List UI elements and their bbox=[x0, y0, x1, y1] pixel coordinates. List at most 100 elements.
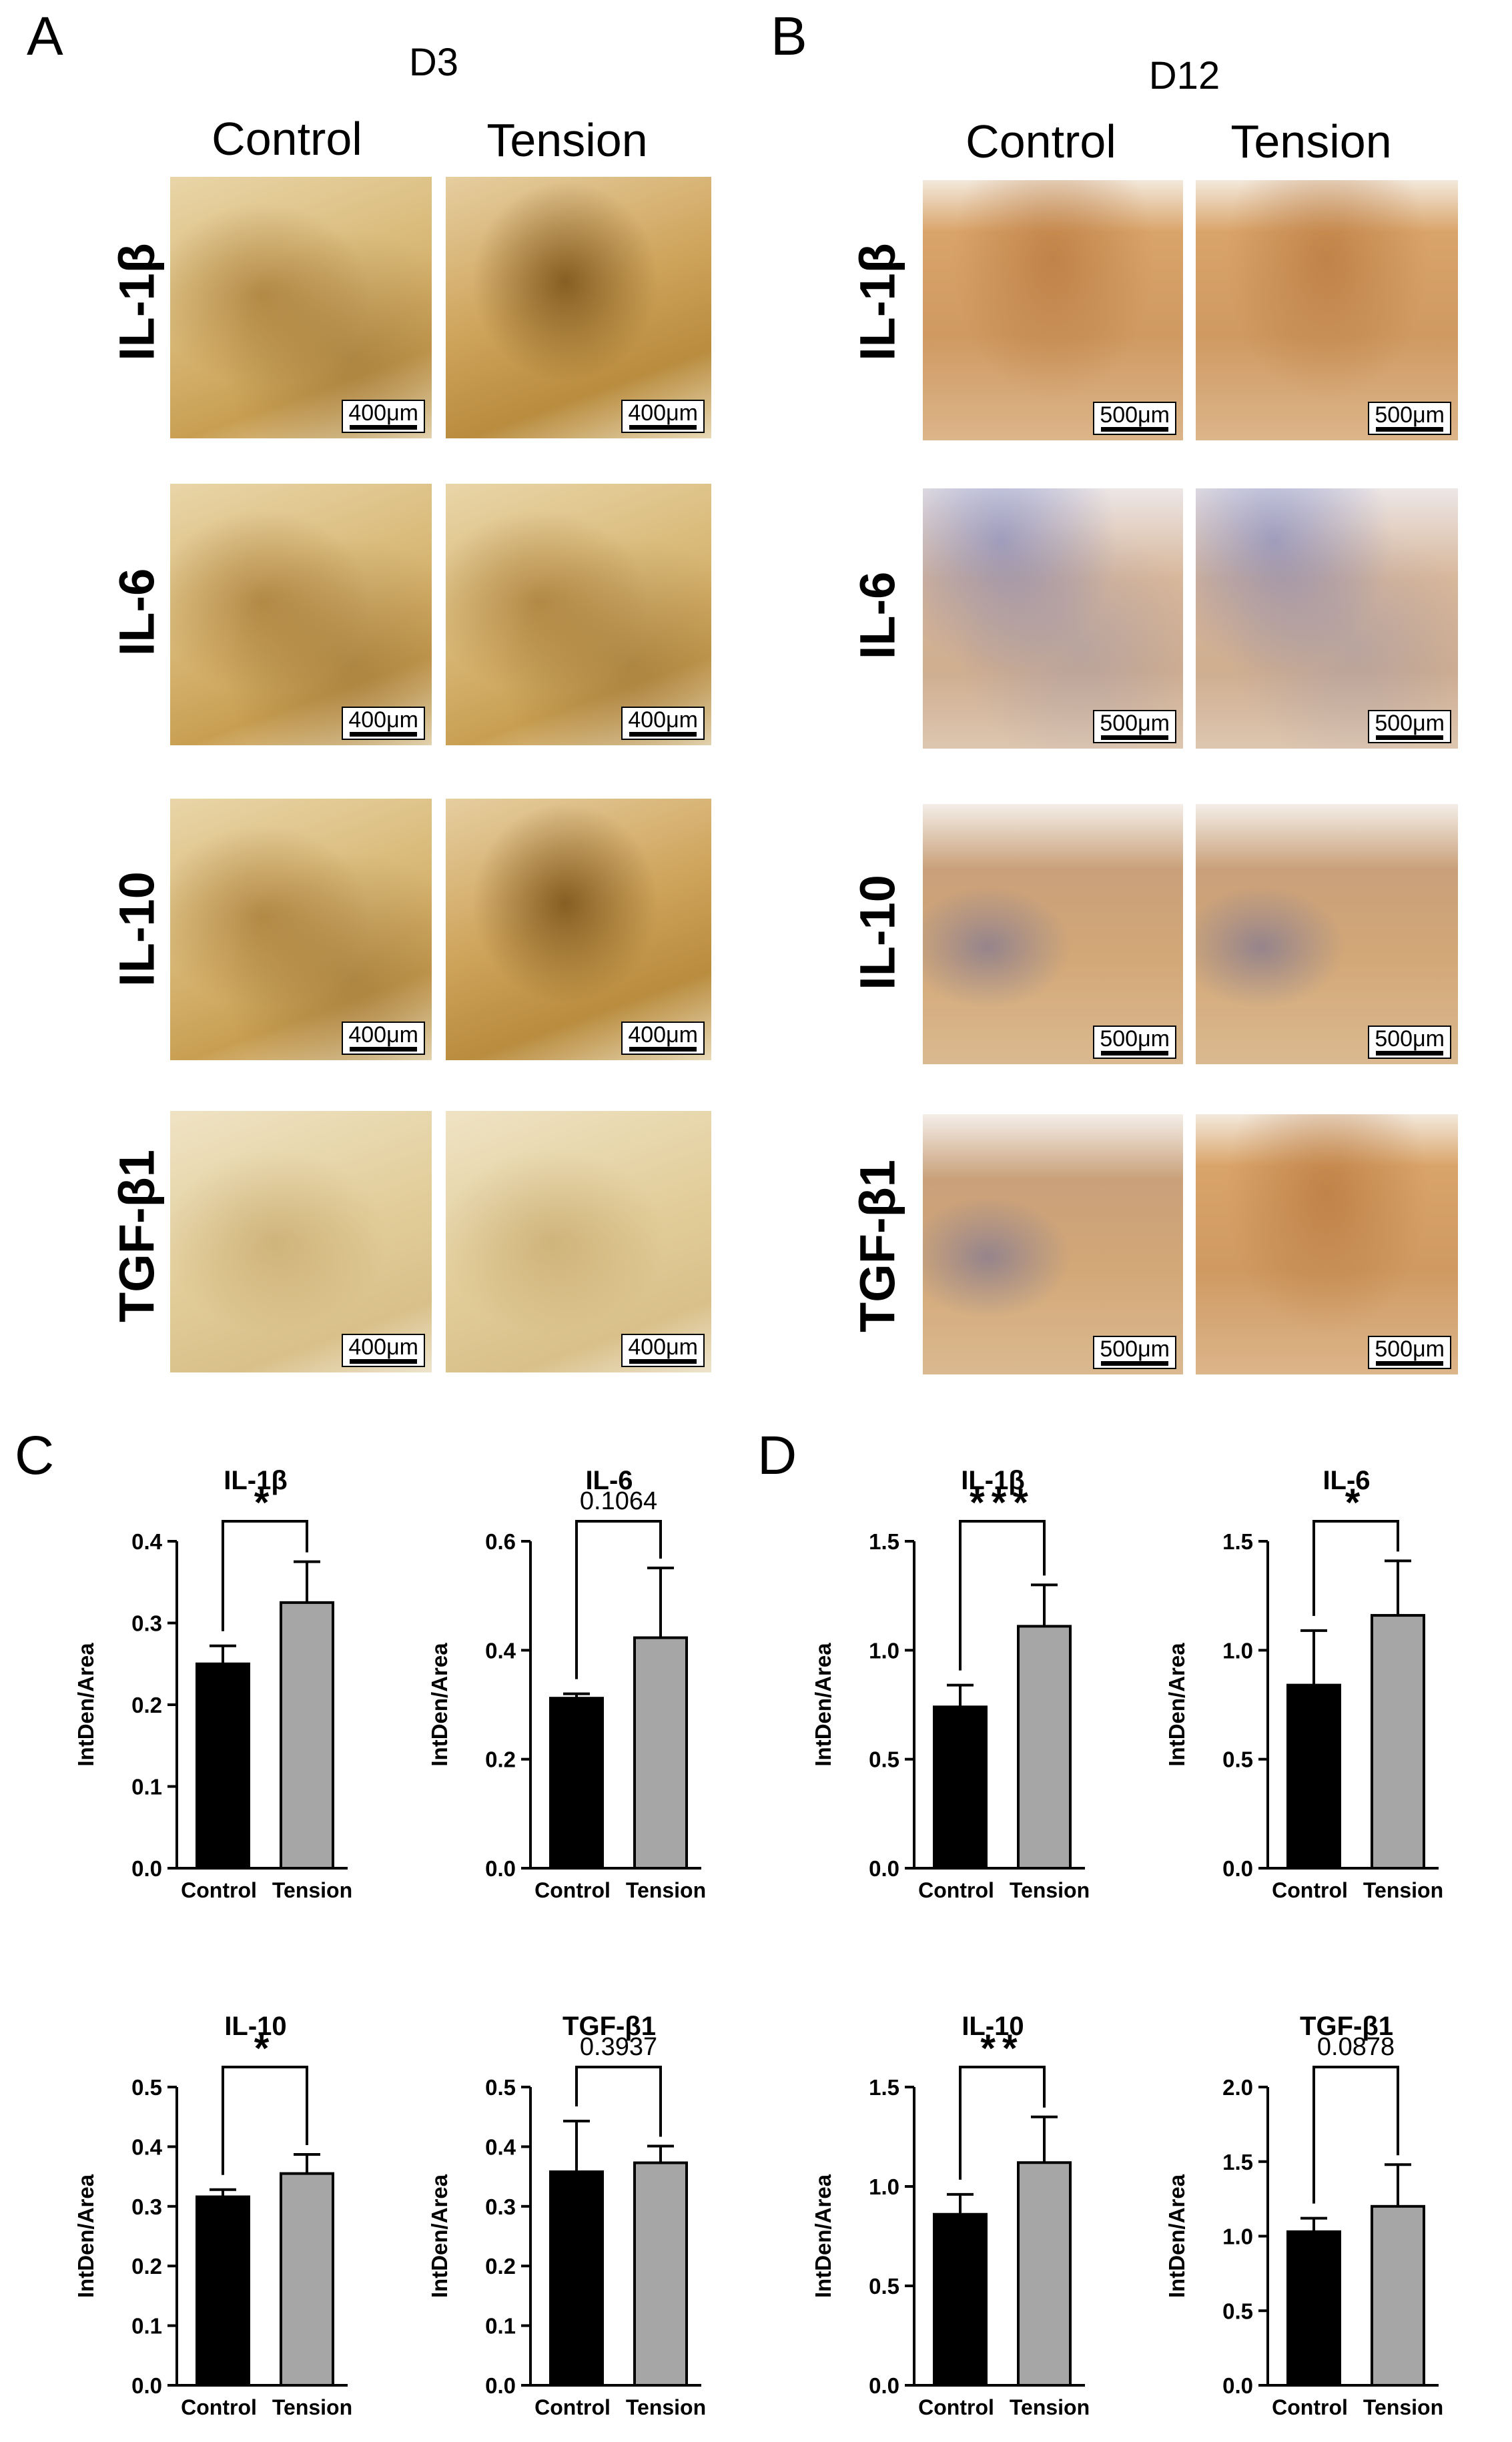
x-tick-label: Control bbox=[1272, 1878, 1348, 1902]
chart-title: TGF-β1 bbox=[562, 2012, 656, 2041]
histology-image: 400μm bbox=[170, 1111, 432, 1372]
significance-label: *** bbox=[970, 1481, 1035, 1525]
significance-bracket bbox=[222, 2066, 308, 2175]
bar bbox=[633, 1636, 688, 1870]
bar bbox=[1286, 1683, 1341, 1870]
panel-a-day-label: D3 bbox=[408, 41, 459, 84]
y-tick-label: 1.5 bbox=[869, 1529, 899, 1554]
y-tick-label: 0.2 bbox=[485, 2254, 516, 2279]
bar bbox=[1286, 2230, 1341, 2387]
panel-a-col-control: Control bbox=[212, 113, 362, 165]
x-tick-label: Control bbox=[534, 2395, 611, 2419]
y-tick-label: 0.3 bbox=[485, 2194, 516, 2219]
significance-label: ** bbox=[980, 2027, 1024, 2070]
y-tick-label: 0.6 bbox=[485, 1529, 516, 1554]
y-tick-label: 0.2 bbox=[131, 1693, 162, 1717]
bar bbox=[280, 1601, 334, 1870]
bar bbox=[1371, 2204, 1425, 2387]
panel-letter-d: D bbox=[757, 1425, 797, 1486]
scale-bar: 400μm bbox=[342, 707, 425, 740]
bar bbox=[196, 2195, 250, 2387]
x-tick-label: Tension bbox=[626, 2395, 706, 2419]
x-tick-label: Control bbox=[534, 1878, 611, 1902]
histology-image: 500μm bbox=[923, 1114, 1183, 1374]
scale-bar: 500μm bbox=[1093, 1026, 1176, 1059]
y-axis-label: IntDen/Area bbox=[811, 1643, 835, 1767]
y-tick-label: 0.0 bbox=[1222, 2373, 1253, 2398]
chart-title: IL-6 bbox=[585, 1466, 633, 1495]
significance-bracket bbox=[1312, 1520, 1399, 1616]
significance-bracket bbox=[222, 1520, 308, 1631]
y-tick-label: 0.0 bbox=[869, 2373, 899, 2398]
chart-title: IL-10 bbox=[224, 2012, 286, 2041]
x-tick-label: Tension bbox=[626, 1878, 706, 1902]
chart-title: IL-1β bbox=[224, 1466, 288, 1495]
y-tick-label: 1.0 bbox=[869, 1638, 899, 1663]
histology-image: 400μm bbox=[446, 484, 711, 745]
significance-bracket bbox=[575, 1520, 662, 1679]
bar bbox=[196, 1662, 250, 1870]
y-tick-label: 0.1 bbox=[131, 1775, 162, 1799]
scale-bar: 500μm bbox=[1368, 402, 1451, 435]
y-tick-label: 0.1 bbox=[131, 2314, 162, 2339]
y-tick-label: 0.5 bbox=[131, 2075, 162, 2100]
y-tick-label: 1.5 bbox=[869, 2075, 899, 2100]
histology-image: 500μm bbox=[1196, 1114, 1458, 1374]
y-tick-label: 0.0 bbox=[485, 2373, 516, 2398]
scale-bar: 500μm bbox=[1093, 1336, 1176, 1369]
scale-bar: 400μm bbox=[342, 1334, 425, 1367]
chart-title: IL-6 bbox=[1322, 1466, 1370, 1495]
significance-label: 0.1064 bbox=[580, 1487, 657, 1515]
y-axis-label: IntDen/Area bbox=[73, 2174, 98, 2298]
x-tick-label: Tension bbox=[272, 1878, 352, 1902]
y-tick-label: 0.3 bbox=[131, 1611, 162, 1636]
significance-bracket bbox=[959, 1520, 1046, 1671]
panel-b-day-label: D12 bbox=[1148, 54, 1220, 97]
y-axis-label: IntDen/Area bbox=[1164, 2174, 1189, 2298]
significance-label: * bbox=[1345, 1481, 1367, 1525]
scale-bar: 500μm bbox=[1368, 1026, 1451, 1059]
y-axis-label: IntDen/Area bbox=[427, 1643, 452, 1767]
significance-bracket bbox=[1312, 2066, 1399, 2204]
y-tick-label: 0.1 bbox=[485, 2314, 516, 2339]
scale-bar: 500μm bbox=[1368, 1336, 1451, 1369]
significance-label: * bbox=[254, 1481, 276, 1525]
panel-letter-a: A bbox=[27, 6, 63, 67]
y-axis-label: IntDen/Area bbox=[1164, 1643, 1189, 1767]
x-tick-label: Control bbox=[1272, 2395, 1348, 2419]
x-tick-label: Tension bbox=[1363, 1878, 1443, 1902]
histology-image: 400μm bbox=[446, 177, 711, 438]
y-tick-label: 1.0 bbox=[1222, 1638, 1253, 1663]
histology-image: 500μm bbox=[923, 180, 1183, 440]
y-tick-label: 0.0 bbox=[131, 2373, 162, 2398]
histology-image: 500μm bbox=[1196, 180, 1458, 440]
bar bbox=[933, 2212, 988, 2387]
x-tick-label: Control bbox=[918, 2395, 994, 2419]
histology-image: 500μm bbox=[1196, 488, 1458, 749]
chart-title: IL-10 bbox=[962, 2012, 1024, 2041]
y-tick-label: 1.5 bbox=[1222, 1529, 1253, 1554]
significance-bracket bbox=[959, 2066, 1046, 2180]
scale-bar: 500μm bbox=[1093, 710, 1176, 743]
bar bbox=[280, 2172, 334, 2387]
y-tick-label: 0.0 bbox=[869, 1856, 899, 1881]
significance-label: * bbox=[254, 2027, 276, 2070]
panel-letter-b: B bbox=[771, 6, 807, 67]
y-tick-label: 0.5 bbox=[869, 1747, 899, 1772]
significance-bracket bbox=[575, 2066, 662, 2137]
scale-bar: 500μm bbox=[1368, 710, 1451, 743]
x-tick-label: Control bbox=[918, 1878, 994, 1902]
scale-bar: 400μm bbox=[621, 1334, 705, 1367]
chart-title: TGF-β1 bbox=[1300, 2012, 1393, 2041]
y-tick-label: 0.0 bbox=[131, 1856, 162, 1881]
histology-image: 400μm bbox=[170, 799, 432, 1060]
scale-bar: 400μm bbox=[621, 400, 705, 433]
histology-image: 400μm bbox=[170, 484, 432, 745]
histology-image: 400μm bbox=[170, 177, 432, 438]
y-tick-label: 1.5 bbox=[1222, 2150, 1253, 2174]
x-tick-label: Tension bbox=[1010, 1878, 1090, 1902]
bar bbox=[1017, 1625, 1072, 1870]
scale-bar: 400μm bbox=[342, 400, 425, 433]
bar bbox=[1017, 2161, 1072, 2387]
